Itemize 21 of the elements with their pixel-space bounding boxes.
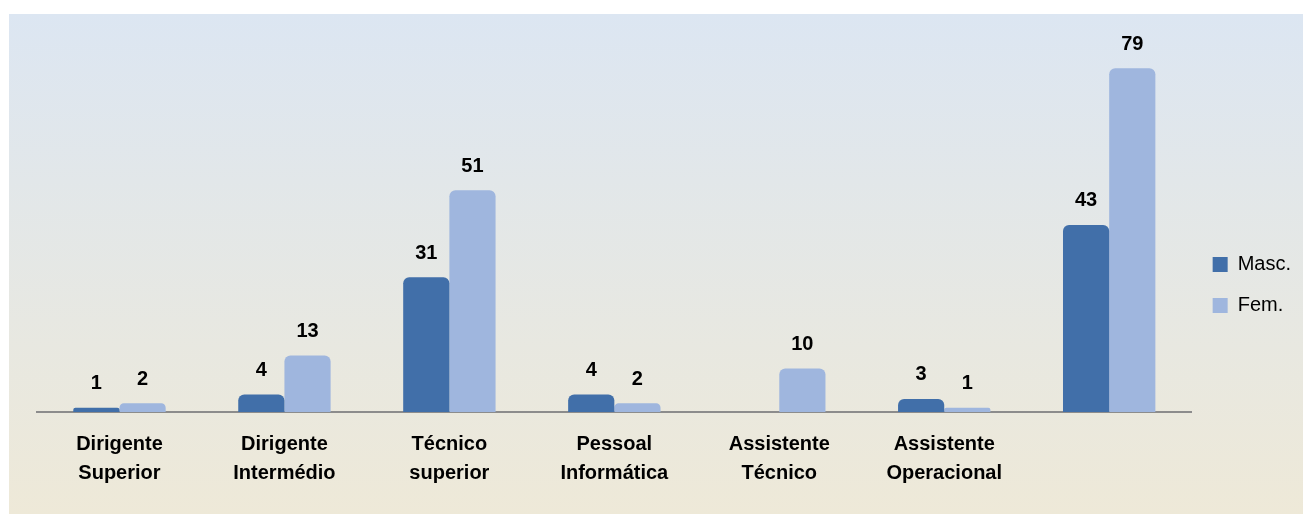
data-label: 3 — [915, 362, 927, 385]
data-label: 2 — [631, 366, 643, 389]
data-label: 4 — [255, 358, 268, 381]
data-label: 79 — [1121, 31, 1144, 54]
x-tick-label: Assistente Operacional — [886, 432, 1003, 484]
data-label: 51 — [461, 153, 484, 176]
data-label: 13 — [296, 318, 319, 341]
data-label: 4 — [585, 358, 598, 381]
data-label: 31 — [415, 240, 438, 263]
data-label: 10 — [791, 332, 814, 355]
legend-label: Masc. — [1237, 252, 1291, 275]
x-tick-label: Técnico superior — [409, 432, 490, 484]
x-tick-label: Assistente Técnico — [728, 432, 830, 484]
x-tick-label: Pessoal Informática — [560, 432, 670, 484]
x-tick-label: Dirigente Superior — [76, 432, 163, 484]
data-label: 43 — [1074, 188, 1098, 211]
data-label: 1 — [90, 371, 102, 394]
data-label: 2 — [137, 366, 149, 389]
legend-label: Fem. — [1237, 293, 1284, 316]
x-tick-label: Dirigente Intermédio — [233, 432, 336, 484]
data-label: 1 — [961, 371, 973, 394]
